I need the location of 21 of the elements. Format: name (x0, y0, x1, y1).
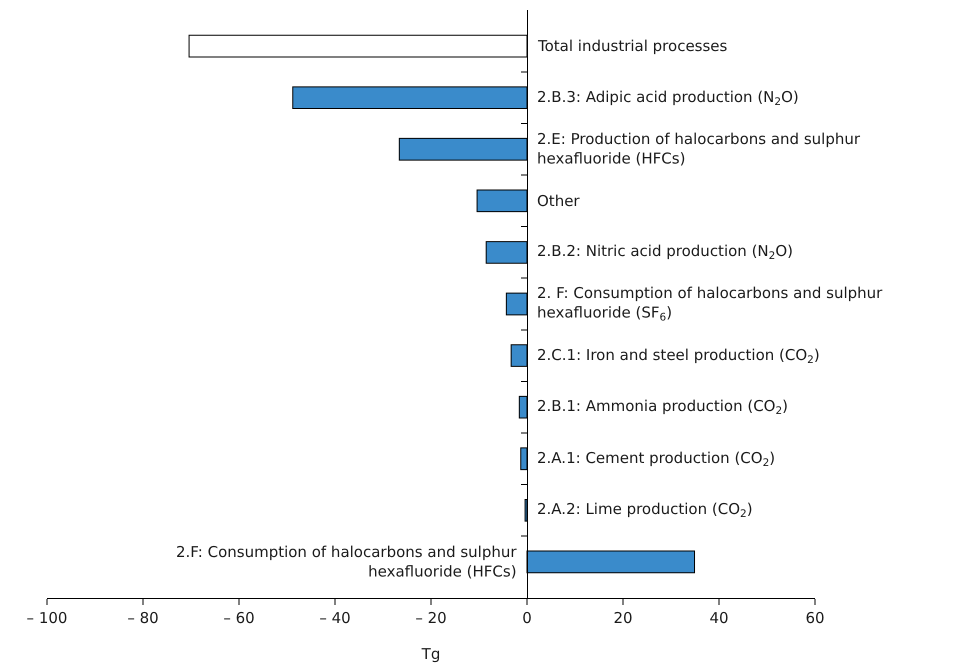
y-tick-label: 2.E: Production of halocarbons and sulphur hexafluoride (HFCs) (537, 130, 861, 168)
x-tick-label: 40 (709, 609, 729, 627)
y-tick-label: Other (537, 192, 580, 210)
y-tick-label: 2.A.1: Cement production (CO$_{2}$) (537, 449, 776, 470)
x-tick-label: 0 (522, 609, 532, 627)
y-tick-label: Total industrial processes (537, 37, 728, 55)
y-tick-label: 2.A.2: Lime production (CO$_{2}$) (537, 500, 753, 520)
x-tick-label: – 100 (26, 609, 68, 627)
x-tick-label: 60 (805, 609, 825, 627)
y-tick-label: 2.B.1: Ammonia production (CO$_{2}$) (537, 397, 788, 418)
y-tick-label: 2.C.1: Iron and steel production (CO$_{2}$) (537, 346, 820, 366)
y-tick-label: 2.B.2: Nitric acid production (N$_{2}$O) (537, 242, 793, 262)
x-tick-label: – 40 (319, 609, 351, 627)
x-tick-label: – 80 (127, 609, 159, 627)
x-tick-label: – 60 (223, 609, 255, 627)
y-tick-label: 2. F: Consumption of halocarbons and sulphur hexafluoride (SF$_{6}$) (537, 284, 884, 324)
x-tick-label: 20 (613, 609, 633, 627)
y-tick-label: 2.B.3: Adipic acid production (N$_{2}$O) (537, 88, 799, 108)
x-tick-label: – 20 (415, 609, 447, 627)
x-axis-title: Tg (420, 645, 440, 663)
y-tick-label: 2.F: Consumption of halocarbons and sulphur hexafluoride (HFCs) (176, 543, 518, 580)
